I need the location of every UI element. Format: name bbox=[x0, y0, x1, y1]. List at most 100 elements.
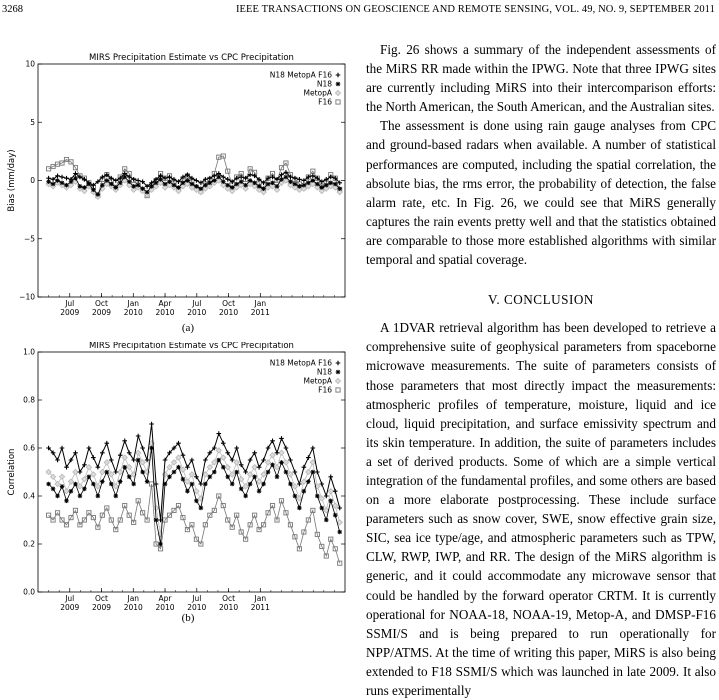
data-point bbox=[274, 177, 280, 182]
data-point bbox=[283, 445, 289, 451]
data-point bbox=[323, 493, 329, 499]
data-point bbox=[54, 480, 61, 488]
data-point bbox=[108, 471, 115, 478]
x-tick-month: Apr bbox=[159, 299, 173, 308]
data-point bbox=[252, 173, 257, 179]
data-point bbox=[229, 481, 235, 487]
legend-label: F16 bbox=[318, 98, 332, 107]
x-tick-month: Jan bbox=[254, 299, 267, 308]
legend-label: N18 MetopA F16 bbox=[270, 71, 333, 80]
data-point bbox=[337, 505, 343, 511]
data-point bbox=[135, 182, 141, 188]
data-point bbox=[189, 522, 195, 528]
data-point bbox=[131, 481, 136, 487]
data-point bbox=[162, 457, 168, 463]
data-point bbox=[85, 463, 93, 471]
data-point bbox=[126, 450, 132, 456]
data-point bbox=[212, 469, 217, 475]
data-point bbox=[279, 177, 284, 182]
data-point bbox=[233, 184, 240, 191]
data-point bbox=[332, 546, 338, 552]
data-point bbox=[246, 471, 254, 478]
data-point bbox=[297, 505, 302, 511]
x-tick-month: Jan bbox=[126, 299, 139, 308]
data-point bbox=[140, 445, 145, 451]
x-tick-month: Jul bbox=[64, 299, 74, 308]
data-point bbox=[82, 462, 87, 468]
x-tick-year: 2009 bbox=[60, 603, 79, 612]
data-point bbox=[291, 483, 299, 490]
x-tick-month: Jan bbox=[126, 594, 139, 603]
data-point bbox=[157, 179, 164, 187]
data-point bbox=[180, 174, 186, 180]
data-point bbox=[261, 186, 266, 191]
data-point bbox=[297, 177, 302, 182]
data-point bbox=[291, 184, 299, 191]
data-point bbox=[264, 459, 272, 466]
data-point bbox=[328, 536, 334, 542]
data-point bbox=[176, 464, 181, 470]
data-point bbox=[260, 471, 267, 478]
data-point bbox=[161, 184, 169, 191]
legend-label: N18 MetopA F16 bbox=[270, 359, 333, 368]
data-point bbox=[166, 463, 173, 471]
data-point bbox=[332, 512, 338, 518]
data-point bbox=[77, 174, 83, 180]
data-point bbox=[158, 541, 163, 547]
data-point bbox=[50, 517, 56, 523]
data-point bbox=[131, 177, 136, 182]
y-tick-label: −10 bbox=[19, 293, 35, 302]
data-point bbox=[261, 457, 266, 463]
data-point bbox=[104, 172, 110, 177]
data-point bbox=[274, 184, 280, 189]
data-point bbox=[144, 189, 150, 195]
data-point bbox=[278, 498, 285, 504]
data-point bbox=[140, 186, 145, 191]
data-point bbox=[82, 486, 87, 492]
x-tick-year: 2009 bbox=[92, 308, 111, 317]
data-point bbox=[72, 165, 79, 171]
legend-marker bbox=[335, 99, 341, 105]
data-point bbox=[167, 174, 172, 180]
data-point bbox=[306, 479, 311, 484]
data-point bbox=[67, 478, 75, 485]
y-tick-label: 1.0 bbox=[23, 348, 35, 357]
data-point bbox=[67, 181, 75, 189]
data-point bbox=[100, 479, 105, 484]
data-point bbox=[212, 173, 217, 179]
data-point bbox=[149, 445, 154, 451]
data-point bbox=[310, 173, 316, 179]
y-tick-label: 0.6 bbox=[23, 444, 35, 453]
data-point bbox=[153, 541, 159, 547]
data-point bbox=[270, 438, 275, 444]
x-tick-month: Oct bbox=[95, 594, 108, 603]
data-point bbox=[279, 460, 284, 465]
data-point bbox=[224, 463, 231, 471]
data-point bbox=[149, 180, 154, 186]
y-axis-label: Correlation bbox=[7, 449, 17, 496]
data-point bbox=[122, 503, 128, 509]
legend-marker bbox=[335, 72, 341, 78]
data-point bbox=[296, 546, 302, 552]
data-point bbox=[225, 474, 231, 480]
figure-b-caption: (b) bbox=[181, 612, 195, 624]
data-point bbox=[166, 512, 173, 518]
data-point bbox=[207, 175, 213, 181]
data-point bbox=[90, 471, 97, 478]
data-point bbox=[229, 179, 235, 184]
data-point bbox=[135, 178, 141, 183]
data-point bbox=[77, 184, 83, 189]
data-point bbox=[72, 507, 79, 513]
data-point bbox=[301, 182, 307, 188]
data-point bbox=[134, 449, 142, 457]
data-point bbox=[188, 471, 196, 478]
data-point bbox=[203, 182, 208, 188]
data-point bbox=[59, 484, 65, 489]
data-point bbox=[90, 515, 96, 521]
data-point bbox=[247, 457, 253, 463]
data-point bbox=[256, 464, 262, 470]
data-point bbox=[203, 457, 208, 463]
data-point bbox=[256, 527, 262, 533]
data-point bbox=[135, 498, 141, 504]
correlation-chart: MIRS Precipitation Estimate vs CPC Preci… bbox=[7, 342, 346, 612]
